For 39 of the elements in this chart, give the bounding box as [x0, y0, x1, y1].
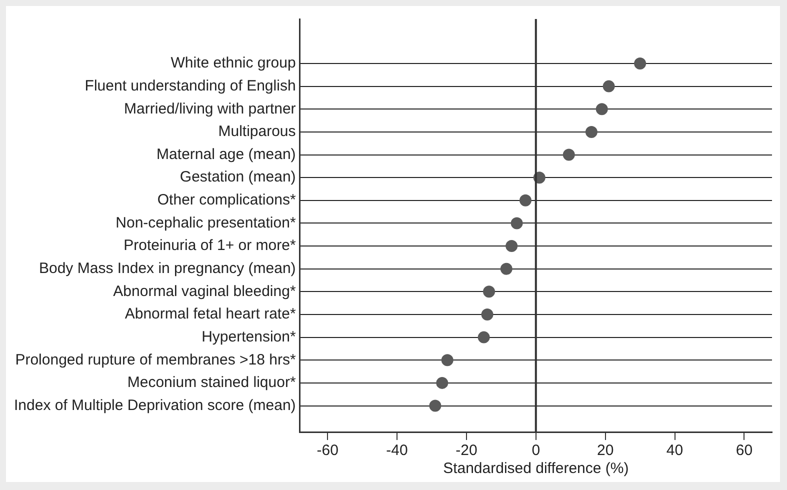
- y-tick-label: Proteinuria of 1+ or more*: [124, 237, 296, 254]
- point: [585, 126, 598, 138]
- y-tick-label: Meconium stained liquor*: [127, 374, 296, 392]
- point: [506, 240, 518, 252]
- y-tick-label: Gestation (mean): [180, 168, 296, 186]
- y-tick-label: Body Mass Index in pregnancy (mean): [38, 260, 296, 277]
- point: [562, 148, 575, 161]
- x-axis-title: Standardised difference (%): [443, 460, 629, 478]
- point: [481, 308, 494, 320]
- point: [478, 331, 490, 344]
- y-tick-label: Other complications*: [157, 192, 296, 209]
- y-tick-label: Abnormal fetal heart rate*: [124, 306, 296, 323]
- point: [441, 354, 454, 366]
- x-tick-label: 20: [596, 442, 614, 460]
- point: [602, 80, 615, 92]
- x-tick-label: 0: [532, 442, 540, 460]
- point: [500, 262, 512, 275]
- y-tick-label: Hypertension*: [202, 328, 296, 346]
- y-tick-label: Fluent understanding of English: [84, 77, 296, 94]
- y-tick-label: White ethnic group: [170, 54, 296, 72]
- x-tick-label: 40: [666, 442, 684, 460]
- x-tick-label: -60: [316, 442, 338, 460]
- point: [483, 286, 496, 298]
- point: [436, 376, 448, 389]
- x-tick-label: -40: [386, 442, 408, 460]
- x-tick-label: 60: [736, 442, 753, 460]
- y-tick-label: Non-cephalic presentation*: [116, 214, 296, 232]
- point: [519, 194, 532, 206]
- y-tick-label: Married/living with partner: [124, 100, 296, 118]
- y-tick-label: Abnormal vaginal bleeding*: [113, 282, 296, 300]
- y-tick-label: Index of Multiple Deprivation score (mean): [14, 396, 296, 414]
- y-tick-label: Prolonged rupture of membranes >18 hrs*: [15, 351, 296, 368]
- y-tick-label: Multiparous: [218, 123, 296, 140]
- point: [596, 103, 608, 116]
- x-tick-label: -20: [456, 442, 478, 460]
- point: [510, 217, 523, 230]
- y-tick-label: Maternal age (mean): [156, 146, 296, 163]
- point: [634, 57, 646, 70]
- point: [429, 400, 442, 412]
